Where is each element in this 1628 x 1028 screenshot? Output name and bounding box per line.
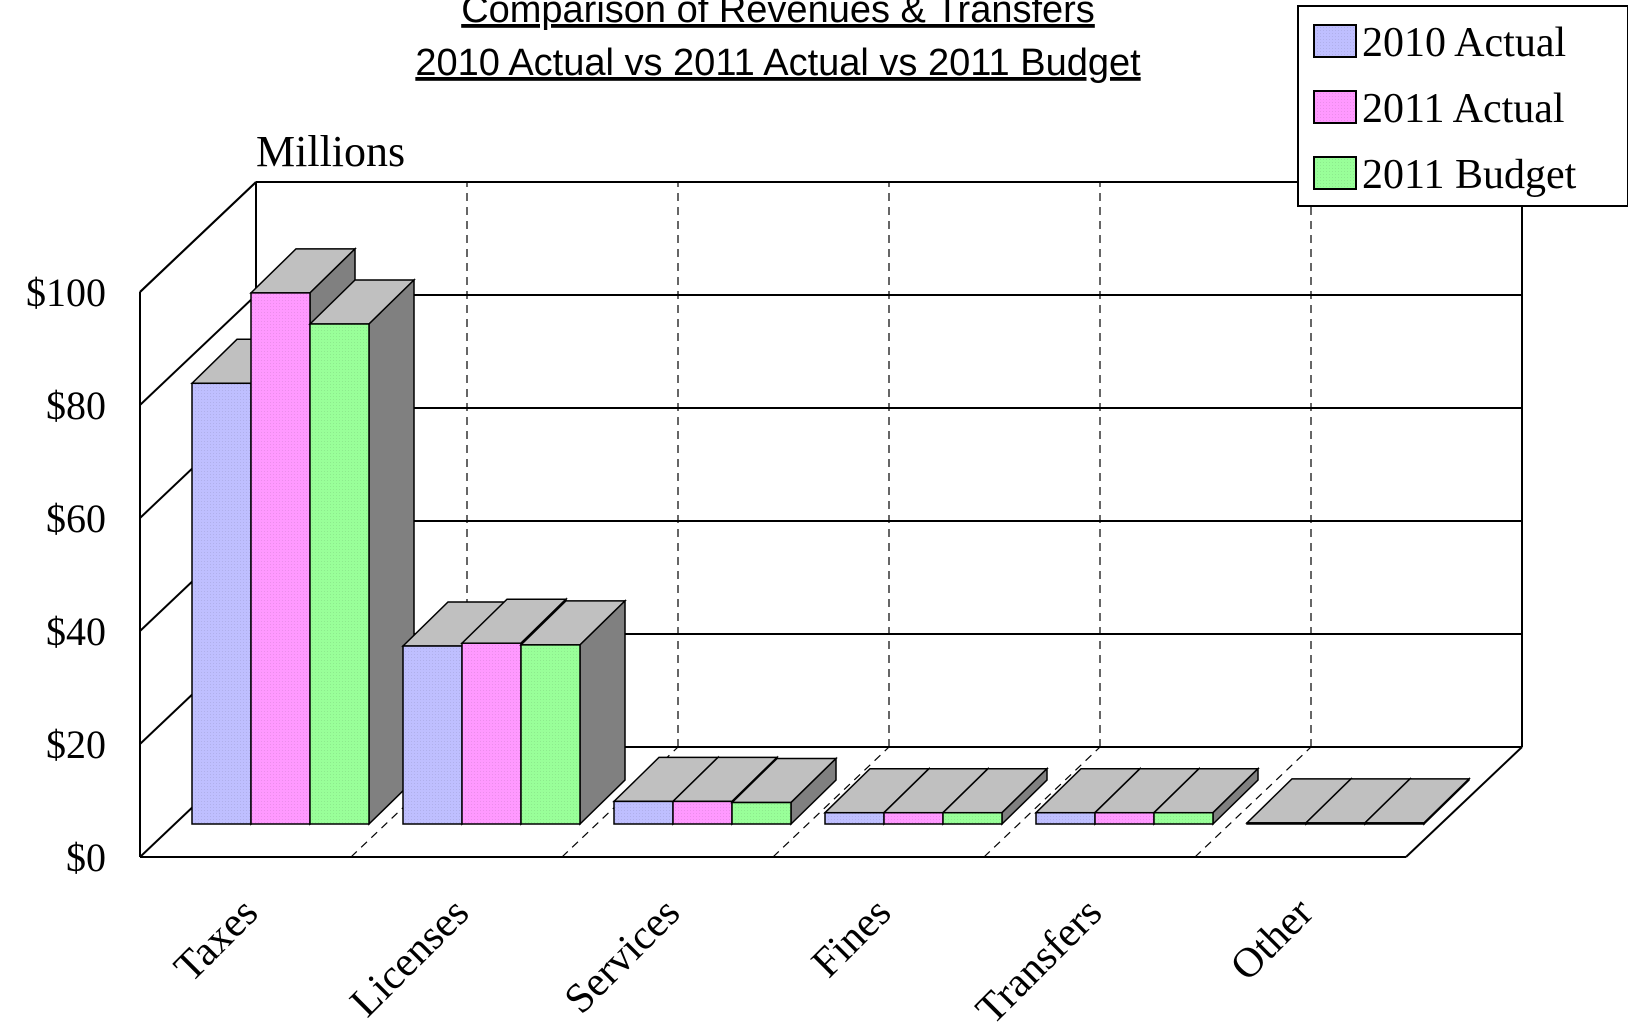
bar-front-texture bbox=[1154, 812, 1213, 824]
y-axis-ticks: $0 $20 $40 $60 $80 $100 bbox=[26, 270, 106, 880]
category-divider-floor bbox=[772, 746, 890, 858]
y-tick-label: $100 bbox=[26, 270, 106, 315]
bar-front-texture bbox=[732, 802, 791, 824]
bar bbox=[519, 599, 627, 826]
bar-front-texture bbox=[403, 646, 462, 824]
x-tick-label: Services bbox=[556, 890, 689, 1023]
bar-front-texture bbox=[1247, 822, 1306, 824]
bar-front-texture bbox=[1095, 812, 1154, 824]
bar bbox=[308, 278, 416, 826]
bar bbox=[1363, 777, 1471, 826]
y-tick-label: $80 bbox=[46, 383, 106, 428]
category-divider-floor bbox=[983, 746, 1101, 858]
bar-front-texture bbox=[943, 812, 1002, 824]
legend-entry-label: 2010 Actual bbox=[1362, 20, 1566, 66]
bar-front-texture bbox=[1306, 822, 1365, 824]
bar bbox=[941, 766, 1049, 826]
floor-right-edge bbox=[1405, 746, 1523, 858]
bar-front-texture bbox=[825, 812, 884, 824]
bar bbox=[1152, 766, 1260, 826]
x-tick-label: Taxes bbox=[166, 890, 267, 991]
bar-front-texture bbox=[521, 644, 580, 824]
chart-title: Comparison of Revenues & Transfers bbox=[461, 0, 1095, 31]
bar-front-texture bbox=[884, 812, 943, 824]
legend-swatch-texture bbox=[1314, 157, 1356, 189]
bar-front-texture bbox=[614, 801, 673, 824]
bar-front-texture bbox=[1365, 822, 1424, 824]
x-tick-label: Fines bbox=[803, 890, 900, 987]
x-tick-label: Other bbox=[1222, 890, 1322, 990]
bar-front-texture bbox=[192, 383, 251, 824]
bar-front-texture bbox=[673, 801, 732, 824]
legend-swatch-texture bbox=[1314, 91, 1356, 123]
bar bbox=[730, 756, 838, 826]
x-tick-label: Transfers bbox=[967, 890, 1111, 1028]
legend: 2010 Actual 2011 Actual 2011 Budget bbox=[1297, 5, 1628, 207]
y-axis-unit-label: Millions bbox=[256, 127, 405, 176]
bar-front-texture bbox=[251, 292, 310, 824]
y-tick-label: $40 bbox=[46, 609, 106, 654]
legend-entry-label: 2011 Budget bbox=[1362, 152, 1577, 198]
legend-swatch-texture bbox=[1314, 25, 1356, 57]
gridline-left-wall bbox=[139, 181, 257, 293]
legend-entry-label: 2011 Actual bbox=[1362, 86, 1565, 132]
gridline-left-wall bbox=[139, 294, 257, 406]
x-axis-labels: Taxes Licenses Services Fines Transfers Other bbox=[166, 890, 1322, 1028]
bars bbox=[190, 247, 1471, 826]
bar-front-texture bbox=[462, 643, 521, 824]
chart-subtitle: 2010 Actual vs 2011 Actual vs 2011 Budge… bbox=[415, 42, 1141, 84]
y-tick-label: $60 bbox=[46, 496, 106, 541]
x-tick-label: Licenses bbox=[342, 890, 478, 1026]
y-tick-label: $20 bbox=[46, 722, 106, 767]
bar-front-texture bbox=[1036, 812, 1095, 824]
category-divider-floor bbox=[1194, 746, 1312, 858]
y-tick-label: $0 bbox=[66, 835, 106, 880]
bar-front-texture bbox=[310, 323, 369, 824]
